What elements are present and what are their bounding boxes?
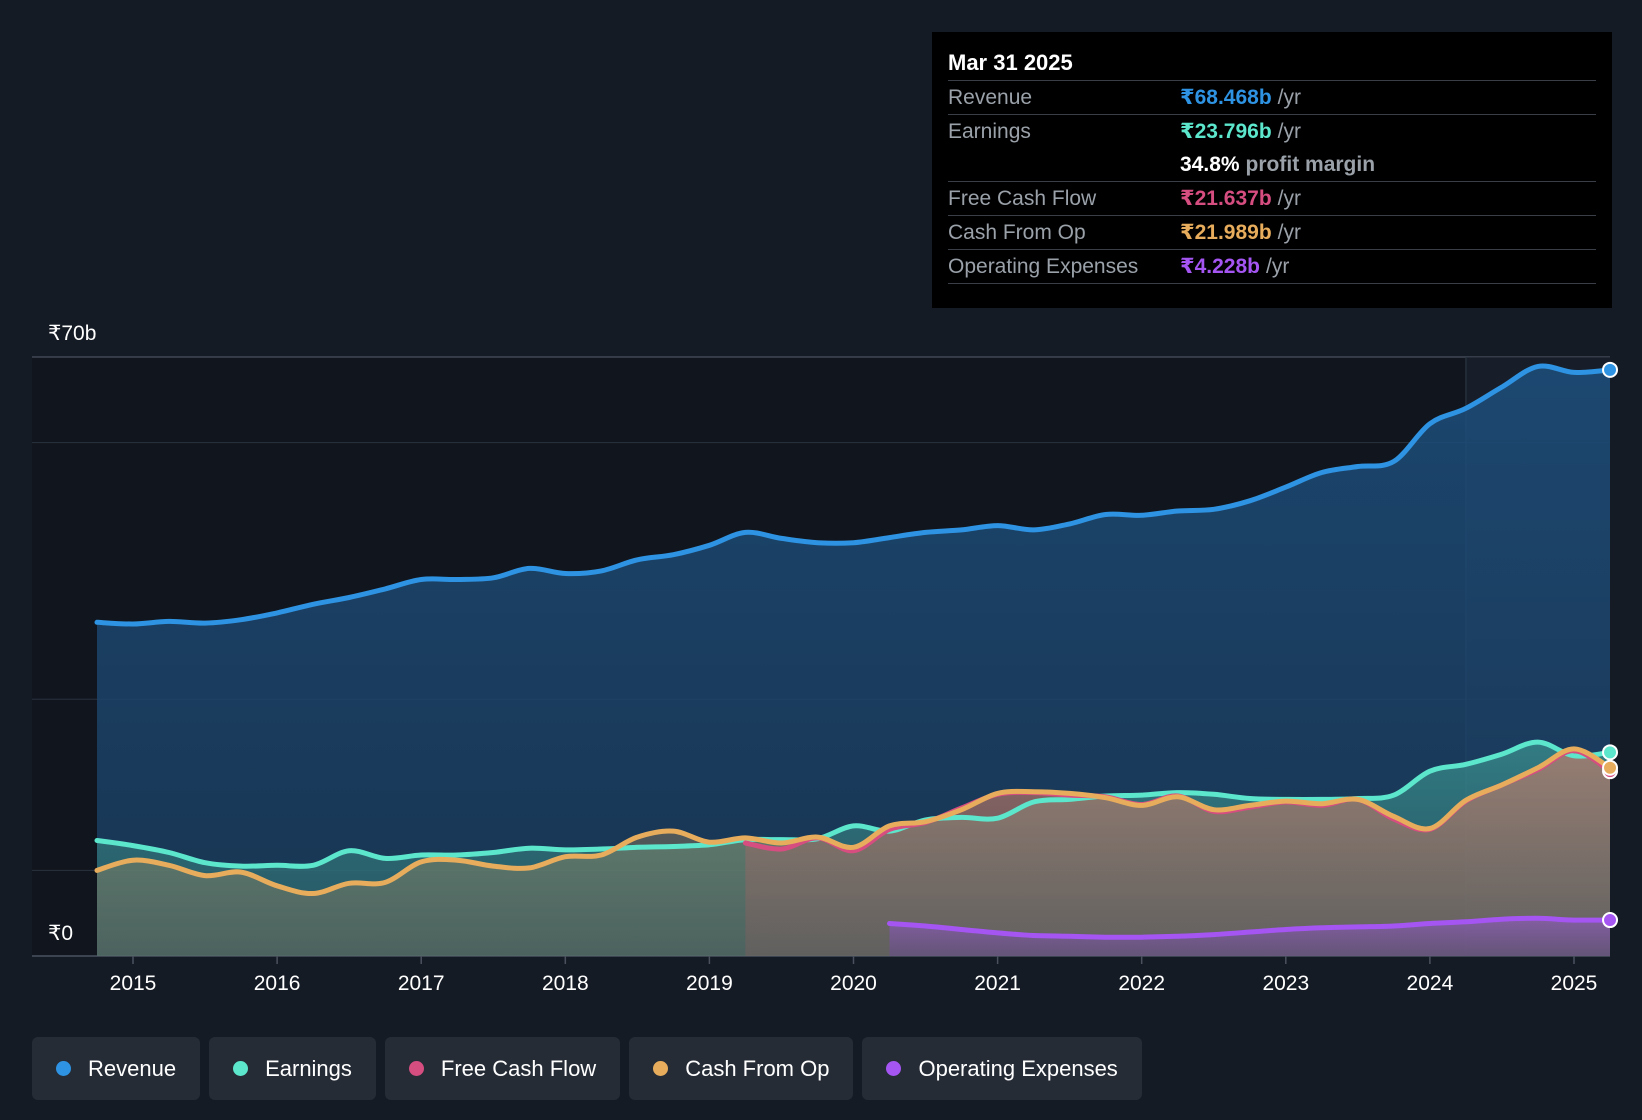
tooltip-row-profit-margin: 34.8% profit margin	[948, 148, 1596, 181]
x-tick-label: 2018	[542, 972, 589, 995]
legend-label: Cash From Op	[685, 1055, 830, 1081]
x-tick-label: 2019	[686, 972, 733, 995]
x-tick-label: 2023	[1262, 972, 1309, 995]
legend-dot-icon	[56, 1061, 71, 1076]
legend-label: Operating Expenses	[918, 1055, 1118, 1081]
endpoint-revenue	[1602, 361, 1619, 378]
profit-margin-value: 34.8%	[1180, 153, 1240, 176]
legend-item-revenue[interactable]: Revenue	[32, 1037, 201, 1100]
tooltip-unit: /yr	[1277, 120, 1301, 143]
tooltip-value: ₹23.796b	[1180, 120, 1272, 143]
tooltip-value: ₹4.228b	[1180, 255, 1260, 278]
tooltip-label: Revenue	[948, 86, 1033, 109]
tooltip-unit: /yr	[1277, 187, 1301, 210]
legend-label: Revenue	[88, 1055, 177, 1081]
x-tick-label: 2021	[974, 972, 1021, 995]
series-line-operating-expenses	[887, 915, 1613, 940]
tooltip-panel: Mar 31 2025 Revenue ₹68.468b /yr Earning…	[932, 32, 1612, 308]
x-tick-label: 2025	[1551, 972, 1598, 995]
endpoint-cash-from-op	[1602, 759, 1619, 776]
tooltip-row-revenue: Revenue ₹68.468b /yr	[948, 80, 1596, 114]
x-tick-label: 2024	[1407, 972, 1454, 995]
legend-dot-icon	[233, 1061, 249, 1076]
chart-legend: Revenue Earnings Free Cash Flow Cash Fro…	[32, 1037, 1142, 1100]
tooltip-value: ₹21.989b	[1180, 221, 1272, 244]
legend-dot-icon	[886, 1061, 902, 1076]
tooltip-unit: /yr	[1277, 221, 1301, 244]
x-tick-label: 2015	[110, 972, 157, 995]
x-tick-label: 2020	[830, 972, 877, 995]
legend-dot-icon	[408, 1061, 424, 1076]
x-tick-label: 2017	[398, 972, 445, 995]
tooltip-value: ₹21.637b	[1180, 187, 1272, 210]
legend-item-cash-from-op[interactable]: Cash From Op	[629, 1037, 854, 1100]
tooltip-unit: /yr	[1266, 255, 1290, 278]
tooltip-label: Free Cash Flow	[948, 187, 1097, 210]
tooltip-row-cash-from-op: Cash From Op ₹21.989b /yr	[948, 215, 1596, 249]
legend-item-operating-expenses[interactable]: Operating Expenses	[862, 1037, 1142, 1100]
tooltip-label: Operating Expenses	[948, 255, 1139, 278]
tooltip-date: Mar 31 2025	[948, 50, 1073, 75]
legend-dot-icon	[653, 1061, 669, 1076]
legend-item-earnings[interactable]: Earnings	[209, 1037, 376, 1100]
legend-item-free-cash-flow[interactable]: Free Cash Flow	[384, 1037, 621, 1100]
x-tick-label: 2022	[1118, 972, 1165, 995]
tooltip-row-earnings: Earnings ₹23.796b /yr	[948, 114, 1596, 148]
tooltip-row-operating-expenses: Operating Expenses ₹4.228b /yr	[948, 249, 1596, 284]
profit-margin-label: profit margin	[1245, 153, 1376, 176]
tooltip-unit: /yr	[1277, 86, 1301, 109]
endpoint-operating-expenses	[1602, 912, 1619, 929]
tooltip-row-free-cash-flow: Free Cash Flow ₹21.637b /yr	[948, 181, 1596, 215]
series-line-cash-from-op	[94, 746, 1613, 897]
legend-label: Free Cash Flow	[440, 1055, 597, 1081]
legend-label: Earnings	[265, 1055, 352, 1081]
tooltip-label: Earnings	[948, 120, 1031, 143]
y-axis-top-label: ₹70b	[48, 322, 96, 345]
series-line-revenue	[94, 363, 1613, 627]
x-tick-label: 2016	[254, 972, 301, 995]
area-operating-expenses	[889, 918, 1610, 956]
tooltip-value: ₹68.468b	[1180, 86, 1272, 109]
endpoint-earnings	[1602, 744, 1619, 761]
tooltip-label: Cash From Op	[948, 221, 1086, 244]
y-axis-bottom-label: ₹0	[48, 922, 73, 945]
